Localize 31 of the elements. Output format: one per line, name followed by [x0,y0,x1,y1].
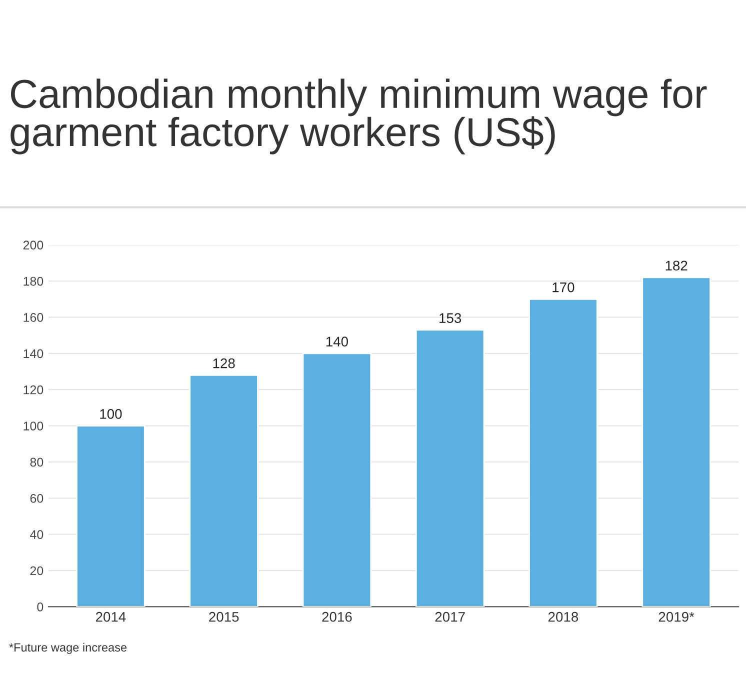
bar [302,352,372,607]
bar [528,298,598,607]
y-tick-label: 200 [23,240,44,250]
y-tick-label: 160 [24,313,44,322]
bar [76,425,146,607]
y-tick-label: 60 [30,494,44,503]
bar [189,374,258,607]
x-tick-label: 2018 [548,612,578,622]
data-label: 153 [440,313,462,323]
data-label: 140 [326,336,348,347]
x-tick-label: 2016 [322,612,352,622]
data-label: 128 [213,358,235,368]
chart-title: Cambodian monthly minimum wage for garment factory workers (US$) [10,78,707,154]
x-tick-label: 2015 [209,612,239,622]
x-tick-label: 2014 [96,612,126,622]
y-tick-label: 0 [37,602,44,612]
data-label: 170 [552,282,574,292]
x-tick-label: 2017 [435,612,465,622]
y-tick-label: 120 [24,385,44,394]
y-tick-label: 180 [24,276,44,286]
bar [642,276,711,607]
y-tick-label: 80 [30,458,44,467]
y-tick-label: 40 [30,530,44,539]
y-tick-label: 100 [24,422,44,430]
bar [415,329,485,607]
x-tick-label: 2019* [658,612,694,622]
data-label: 100 [100,409,122,419]
y-tick-label: 140 [24,349,44,358]
text: *Future wage increase [9,642,127,654]
y-tick-label: 20 [30,566,44,576]
data-label: 182 [666,260,688,271]
